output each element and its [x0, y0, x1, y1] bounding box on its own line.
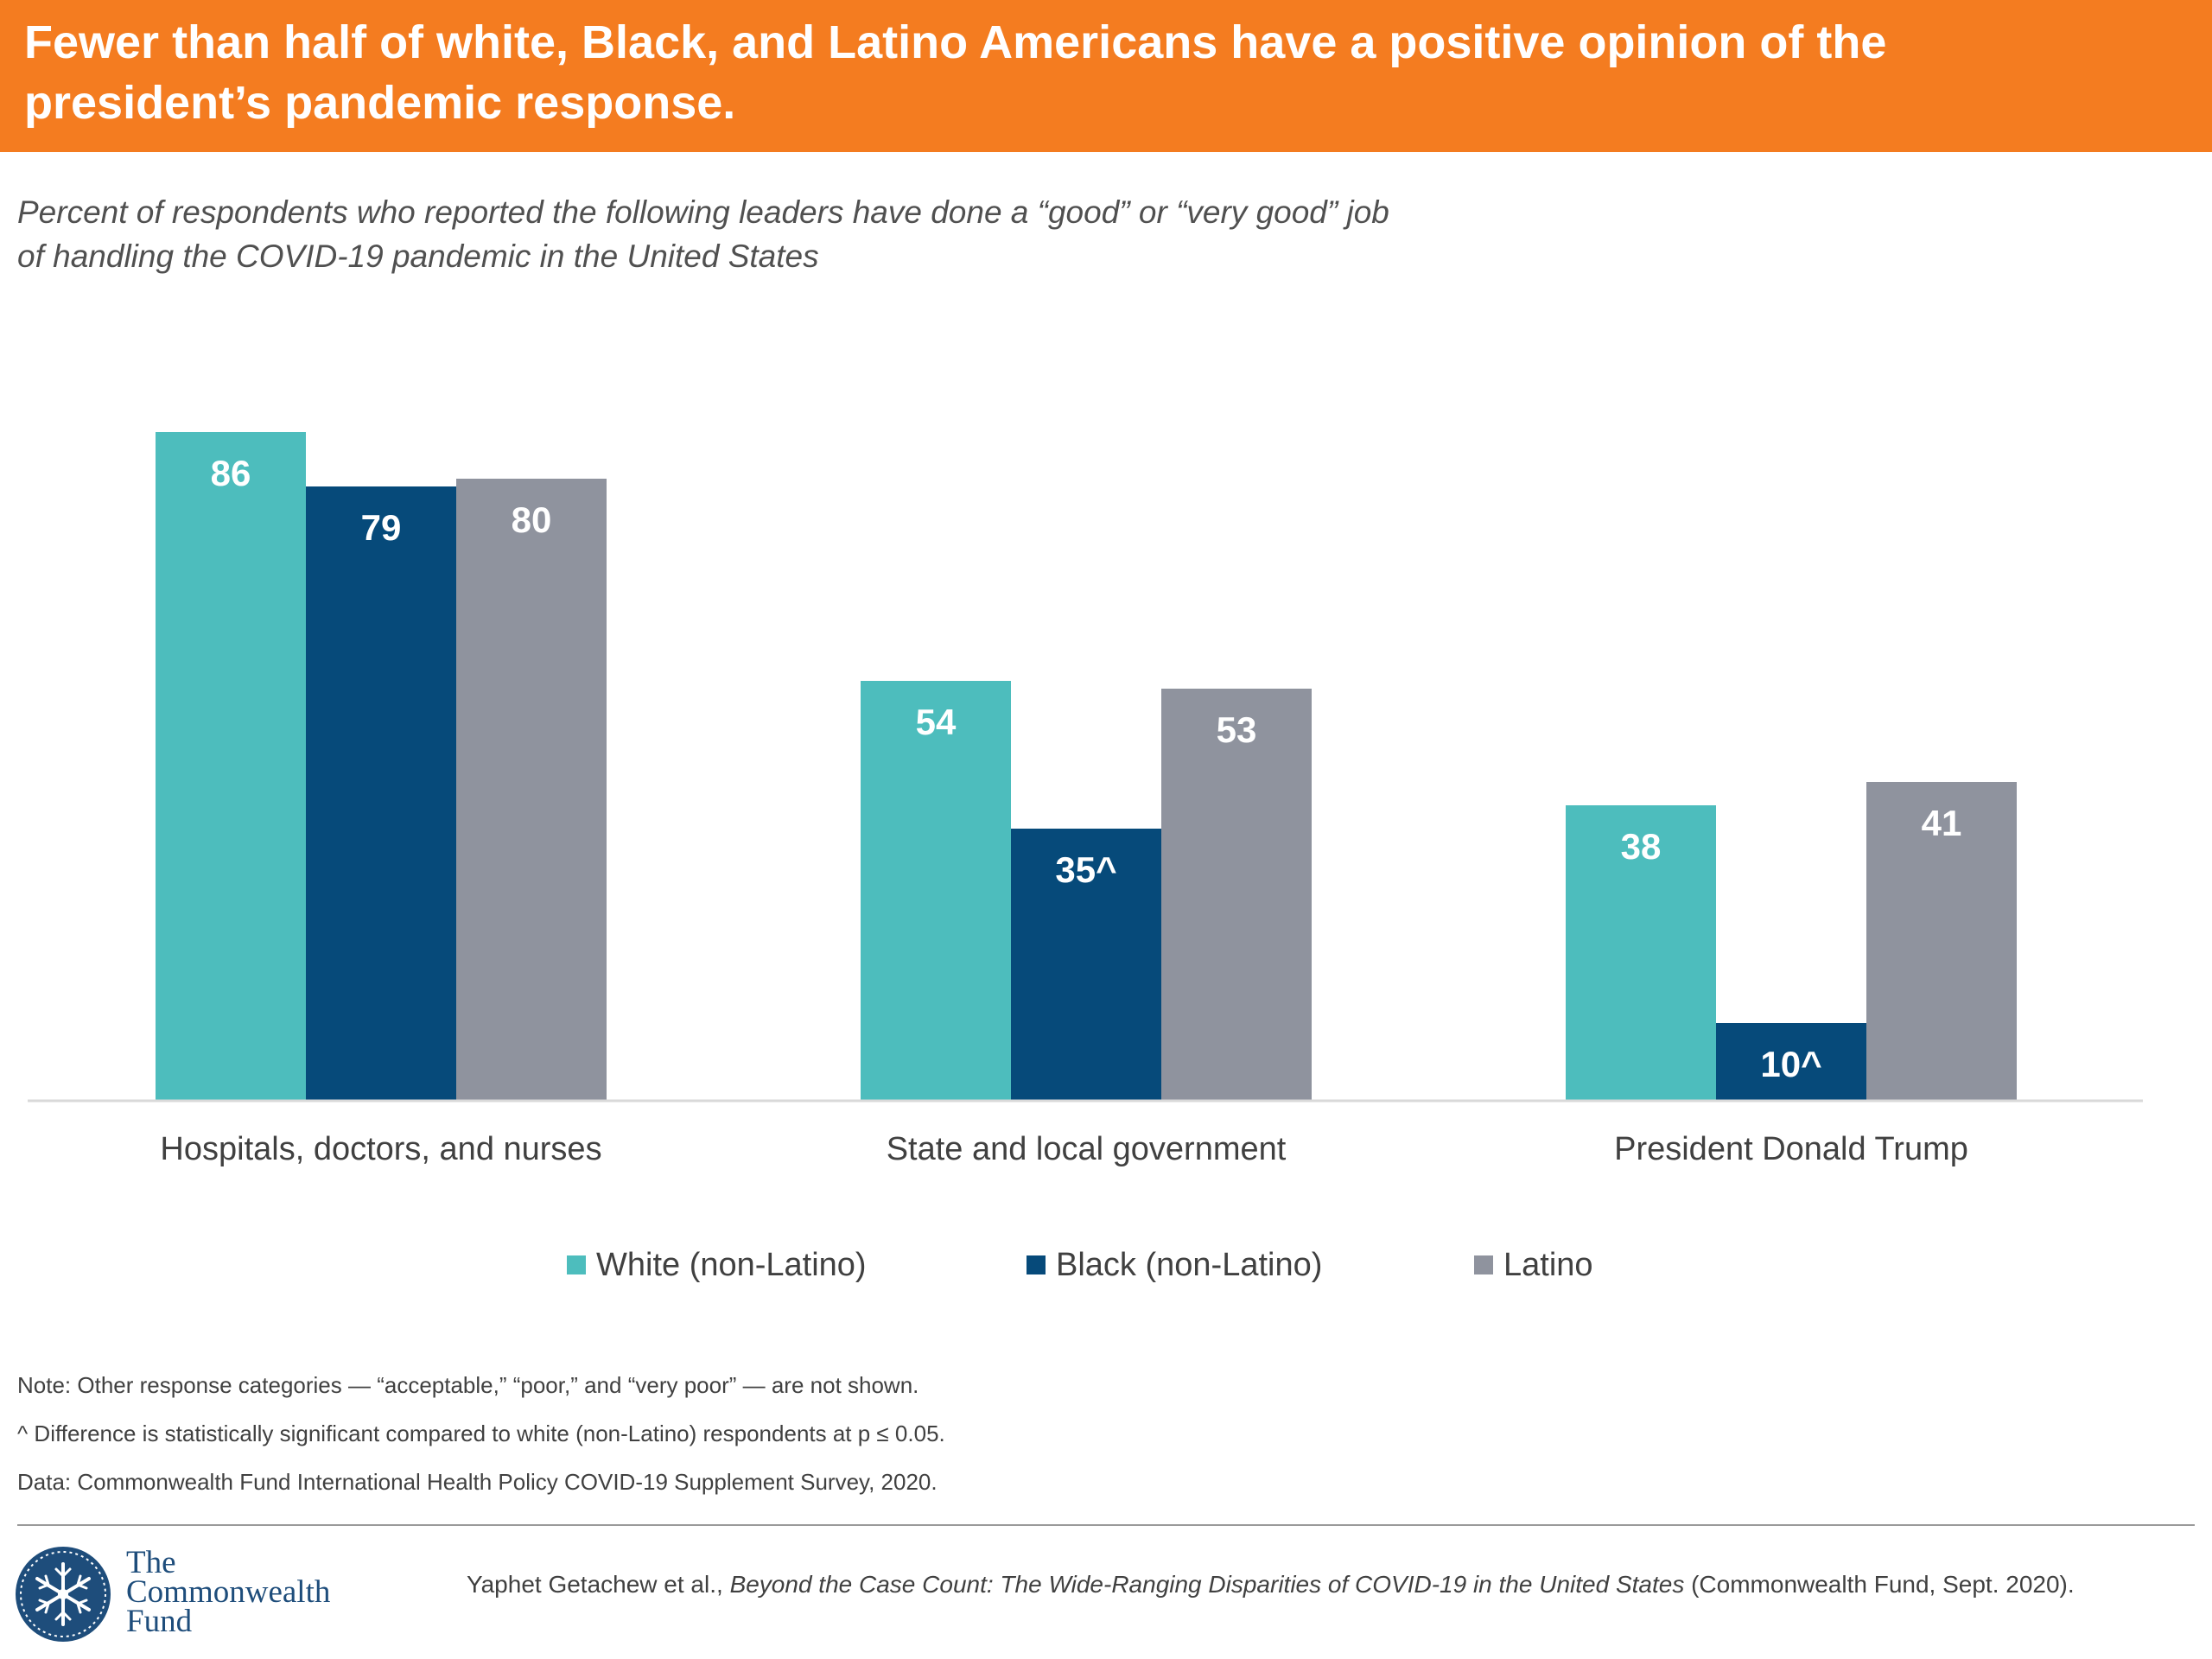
- category-label-1: State and local government: [887, 1131, 1287, 1167]
- data-label-white-2: 38: [1621, 826, 1662, 867]
- note-significance: ^ Difference is statistically significan…: [17, 1421, 945, 1446]
- data-label-white-0: 86: [211, 453, 251, 493]
- legend-item-latino: Latino: [1474, 1239, 1593, 1291]
- logo-line-3: Fund: [126, 1604, 193, 1639]
- citation: Yaphet Getachew et al., Beyond the Case …: [467, 1571, 2195, 1599]
- bar-white-1: [861, 681, 1011, 1101]
- citation-authors: Yaphet Getachew et al.,: [467, 1571, 730, 1598]
- bar-white-2: [1566, 805, 1716, 1101]
- legend-label-white: White (non-Latino): [596, 1246, 867, 1283]
- chart-title: Fewer than half of white, Black, and Lat…: [24, 12, 2167, 133]
- legend-item-black: Black (non-Latino): [1027, 1239, 1322, 1291]
- category-label-0: Hospitals, doctors, and nurses: [160, 1131, 601, 1167]
- logo-line-1: The: [126, 1545, 176, 1580]
- chart-title-line-1: Fewer than half of white, Black, and Lat…: [24, 16, 1887, 68]
- data-label-latino-1: 53: [1217, 709, 1257, 750]
- note-data-source: Data: Commonwealth Fund International He…: [17, 1469, 938, 1495]
- chart-subtitle: Percent of respondents who reported the …: [17, 190, 1573, 278]
- commonwealth-fund-logo: The Commonwealth Fund: [14, 1545, 377, 1649]
- legend-swatch-black: [1027, 1255, 1046, 1274]
- legend-label-latino: Latino: [1503, 1246, 1593, 1283]
- chart-subtitle-line-2: of handling the COVID-19 pandemic in the…: [17, 238, 819, 274]
- bar-white-0: [156, 432, 306, 1101]
- data-label-black-2: 10^: [1760, 1044, 1821, 1084]
- snowflake-seal-icon: [16, 1547, 111, 1642]
- chart-legend: White (non-Latino) Black (non-Latino) La…: [0, 1239, 2212, 1291]
- data-label-black-0: 79: [361, 507, 402, 548]
- labels-layer: 86 79 80 Hospitals, doctors, and nurses 54 35…: [160, 453, 1967, 1167]
- data-label-latino-2: 41: [1922, 803, 1962, 843]
- bar-latino-0: [456, 479, 607, 1101]
- legend-item-white: White (non-Latino): [567, 1239, 867, 1291]
- category-label-2: President Donald Trump: [1614, 1131, 1968, 1167]
- bar-black-0: [306, 486, 456, 1101]
- footer-divider: [17, 1524, 2195, 1526]
- bar-black-1: [1011, 829, 1161, 1101]
- data-label-black-1: 35^: [1055, 849, 1116, 890]
- data-label-latino-0: 80: [512, 499, 552, 540]
- citation-source: (Commonwealth Fund, Sept. 2020).: [1684, 1571, 2075, 1598]
- chart-subtitle-line-1: Percent of respondents who reported the …: [17, 194, 1389, 230]
- logo-line-2: Commonwealth: [126, 1574, 331, 1610]
- logo-wordmark: The Commonwealth Fund: [126, 1545, 331, 1639]
- bar-latino-2: [1866, 782, 2017, 1101]
- bar-black-2: [1716, 1023, 1866, 1101]
- citation-title: Beyond the Case Count: The Wide-Ranging …: [729, 1571, 1685, 1598]
- chart-title-line-2: president’s pandemic response.: [24, 77, 736, 129]
- bar-chart: 86 79 80 Hospitals, doctors, and nurses 54 35…: [28, 432, 2143, 1167]
- bar-latino-1: [1161, 689, 1312, 1101]
- note-response-categories: Note: Other response categories — “accep…: [17, 1372, 919, 1398]
- legend-label-black: Black (non-Latino): [1056, 1246, 1323, 1283]
- bars-layer: [156, 432, 2017, 1101]
- chart-notes: Note: Other response categories — “accep…: [17, 1363, 2091, 1509]
- legend-swatch-white: [567, 1255, 586, 1274]
- legend-swatch-latino: [1474, 1255, 1493, 1274]
- data-label-white-1: 54: [916, 702, 957, 742]
- header-banner: Fewer than half of white, Black, and Lat…: [0, 0, 2212, 152]
